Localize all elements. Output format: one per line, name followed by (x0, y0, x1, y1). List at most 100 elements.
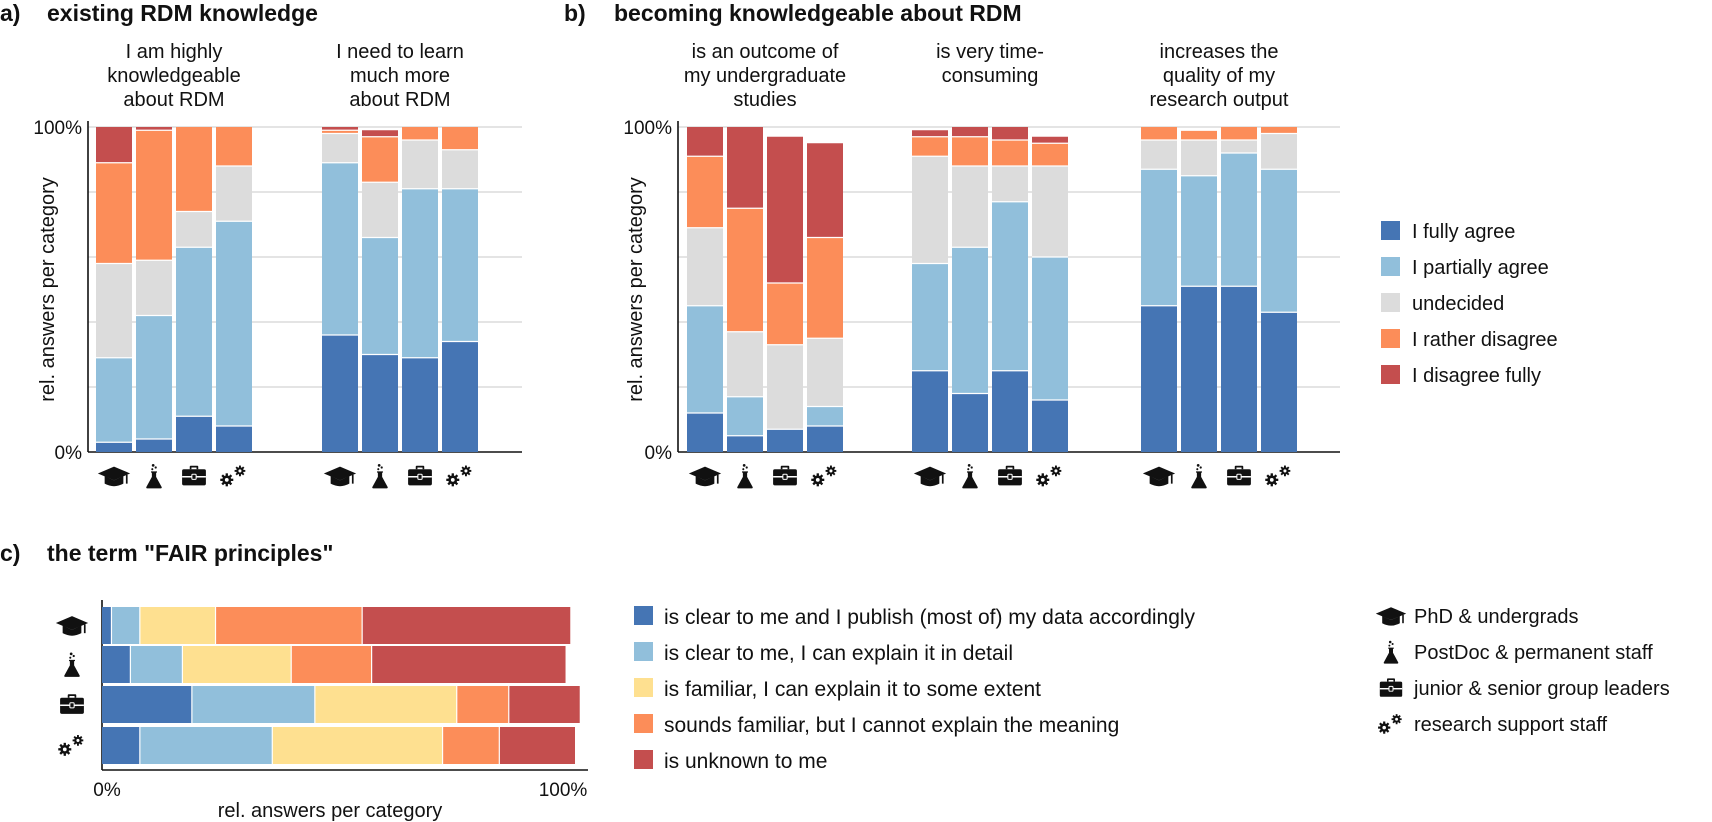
bar-segment (727, 331, 763, 397)
bar-segment (216, 166, 252, 222)
legend-swatch (1381, 221, 1400, 240)
bar-segment (767, 429, 803, 452)
bar-segment (1221, 140, 1257, 153)
bar-segment (912, 156, 948, 264)
bar-segment (96, 357, 132, 443)
legend-swatch (634, 678, 653, 697)
group-title-line: about RDM (349, 89, 450, 111)
bar-segment (1221, 127, 1257, 140)
briefcase-icon (407, 465, 433, 486)
flask-icon (737, 464, 753, 489)
gears-icon (220, 466, 245, 487)
bar-segment (1261, 133, 1297, 170)
bar-segment (687, 227, 723, 306)
bar-segment (952, 127, 988, 137)
legend-label: is clear to me and I publish (most of) m… (664, 606, 1196, 629)
panel-b-chart (677, 121, 1340, 453)
group-title-line: I need to learn (336, 41, 464, 63)
bar-segment (216, 426, 252, 452)
bar-segment (402, 127, 438, 140)
gears-icon (58, 735, 83, 756)
bar-segment (767, 344, 803, 430)
gears-icon (1036, 466, 1061, 487)
bar-segment (767, 283, 803, 345)
bar-segment (442, 341, 478, 452)
bar-segment (96, 162, 132, 264)
legend-label: I disagree fully (1412, 365, 1541, 387)
legend-label: undecided (1412, 293, 1504, 315)
briefcase-icon (1226, 465, 1252, 486)
bar-segment (362, 237, 398, 355)
bar-segment (1221, 153, 1257, 287)
bar-segment (176, 416, 212, 452)
bar-segment (136, 439, 172, 452)
bar-segment (102, 727, 140, 764)
bar-segment (992, 166, 1028, 202)
bar-segment (807, 237, 843, 339)
legend-label: I fully agree (1412, 221, 1515, 243)
flask-icon (1383, 640, 1399, 664)
graduation-cap-icon (1375, 606, 1407, 627)
bar-segment (687, 305, 723, 413)
bar-segment (687, 413, 723, 452)
bar-segment (362, 607, 571, 644)
legend-swatch (1381, 257, 1400, 276)
group-title-line: research output (1150, 89, 1289, 111)
legend-swatch (634, 606, 653, 625)
bar-segment (1141, 305, 1177, 452)
bar-segment (362, 182, 398, 238)
bar-segment (1261, 312, 1297, 452)
bar-segment (442, 127, 478, 150)
bar-segment (442, 149, 478, 189)
panel-c-chart (101, 600, 588, 771)
bar-segment (1032, 257, 1068, 400)
bar-segment (992, 127, 1028, 140)
group-legend-label: research support staff (1414, 714, 1608, 736)
group-legend-label: PostDoc & permanent staff (1414, 642, 1653, 664)
bar-segment (1221, 286, 1257, 452)
bar-segment (1261, 127, 1297, 134)
bar-segment (952, 136, 988, 166)
group-title-line: consuming (942, 65, 1039, 87)
bar-segment (102, 646, 131, 683)
bar-segment (216, 127, 252, 166)
bar-segment (102, 686, 192, 723)
bar-segment (176, 247, 212, 417)
bar-segment (362, 130, 398, 137)
bar-segment (136, 127, 172, 131)
group-title-line: is an outcome of (692, 41, 839, 63)
bar-segment (912, 370, 948, 452)
legend-label: is clear to me, I can explain it in deta… (664, 642, 1013, 665)
bar-segment (139, 727, 273, 764)
x-axis-label: rel. answers per category (218, 800, 443, 822)
legend-label: I partially agree (1412, 257, 1549, 279)
x-tick-label: 100% (539, 780, 588, 801)
bar-segment (1181, 140, 1217, 176)
legend-swatch (634, 714, 653, 733)
bar-segment (362, 136, 398, 183)
group-legend-label: junior & senior group leaders (1413, 678, 1670, 700)
bar-segment (508, 686, 580, 723)
y-tick-label: 0% (645, 443, 673, 464)
bar-segment (952, 247, 988, 394)
bar-segment (272, 727, 443, 764)
graduation-cap-icon (688, 465, 722, 488)
legend-label: is familiar, I can explain it to some ex… (664, 678, 1041, 701)
graduation-cap-icon (913, 465, 947, 488)
bar-segment (1181, 286, 1217, 452)
bar-segment (456, 686, 509, 723)
bar-segment (216, 221, 252, 426)
y-tick-label: 0% (55, 443, 83, 464)
y-axis-label: rel. answers per category (37, 177, 59, 402)
y-axis-label: rel. answers per category (625, 177, 647, 402)
group-legend-label: PhD & undergrads (1414, 606, 1579, 628)
bar-segment (182, 646, 292, 683)
bar-segment (1032, 136, 1068, 144)
bar-segment (952, 166, 988, 248)
bar-segment (912, 136, 948, 157)
bar-segment (1141, 127, 1177, 140)
bar-segment (1181, 175, 1217, 287)
bar-segment (314, 686, 457, 723)
